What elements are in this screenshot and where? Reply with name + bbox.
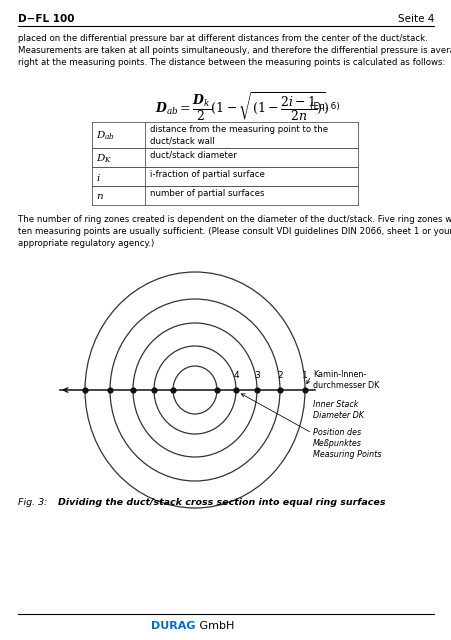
Text: (Eq. 6): (Eq. 6) — [309, 102, 339, 111]
Text: Kamin-Innen-
durchmesser DK: Kamin-Innen- durchmesser DK — [312, 370, 378, 390]
Text: 4: 4 — [233, 371, 238, 380]
Text: $i$: $i$ — [96, 172, 101, 183]
Text: $\boldsymbol{D}_{ab} = \dfrac{\boldsymbol{D}_k}{2}(1-\sqrt{(1-\dfrac{2i-1}{2n})}: $\boldsymbol{D}_{ab} = \dfrac{\boldsymbo… — [155, 90, 329, 123]
Text: 2: 2 — [276, 371, 282, 380]
Text: number of partial surfaces: number of partial surfaces — [150, 189, 264, 198]
Text: duct/stack diameter: duct/stack diameter — [150, 151, 236, 160]
Text: Fig. 3:: Fig. 3: — [18, 498, 47, 507]
Text: $n$: $n$ — [96, 192, 104, 201]
Text: DURAG: DURAG — [151, 621, 196, 631]
Text: Position des
Meßpunktes
Measuring Points: Position des Meßpunktes Measuring Points — [312, 428, 381, 460]
Text: i-fraction of partial surface: i-fraction of partial surface — [150, 170, 264, 179]
Text: distance from the measuring point to the
duct/stack wall: distance from the measuring point to the… — [150, 125, 327, 145]
Text: $D_{ab}$: $D_{ab}$ — [96, 130, 115, 142]
Text: 1: 1 — [301, 371, 307, 380]
Text: GmbH: GmbH — [196, 621, 234, 631]
Text: Seite 4: Seite 4 — [397, 14, 433, 24]
Text: The number of ring zones created is dependent on the diameter of the duct/stack.: The number of ring zones created is depe… — [18, 215, 451, 248]
Text: Inner Stack
Diameter DK: Inner Stack Diameter DK — [312, 400, 363, 420]
Text: Dividing the duct/stack cross section into equal ring surfaces: Dividing the duct/stack cross section in… — [58, 498, 385, 507]
Text: 3: 3 — [253, 371, 259, 380]
Text: placed on the differential pressure bar at different distances from the center o: placed on the differential pressure bar … — [18, 34, 451, 67]
Text: D−FL 100: D−FL 100 — [18, 14, 74, 24]
Text: $D_K$: $D_K$ — [96, 152, 112, 164]
